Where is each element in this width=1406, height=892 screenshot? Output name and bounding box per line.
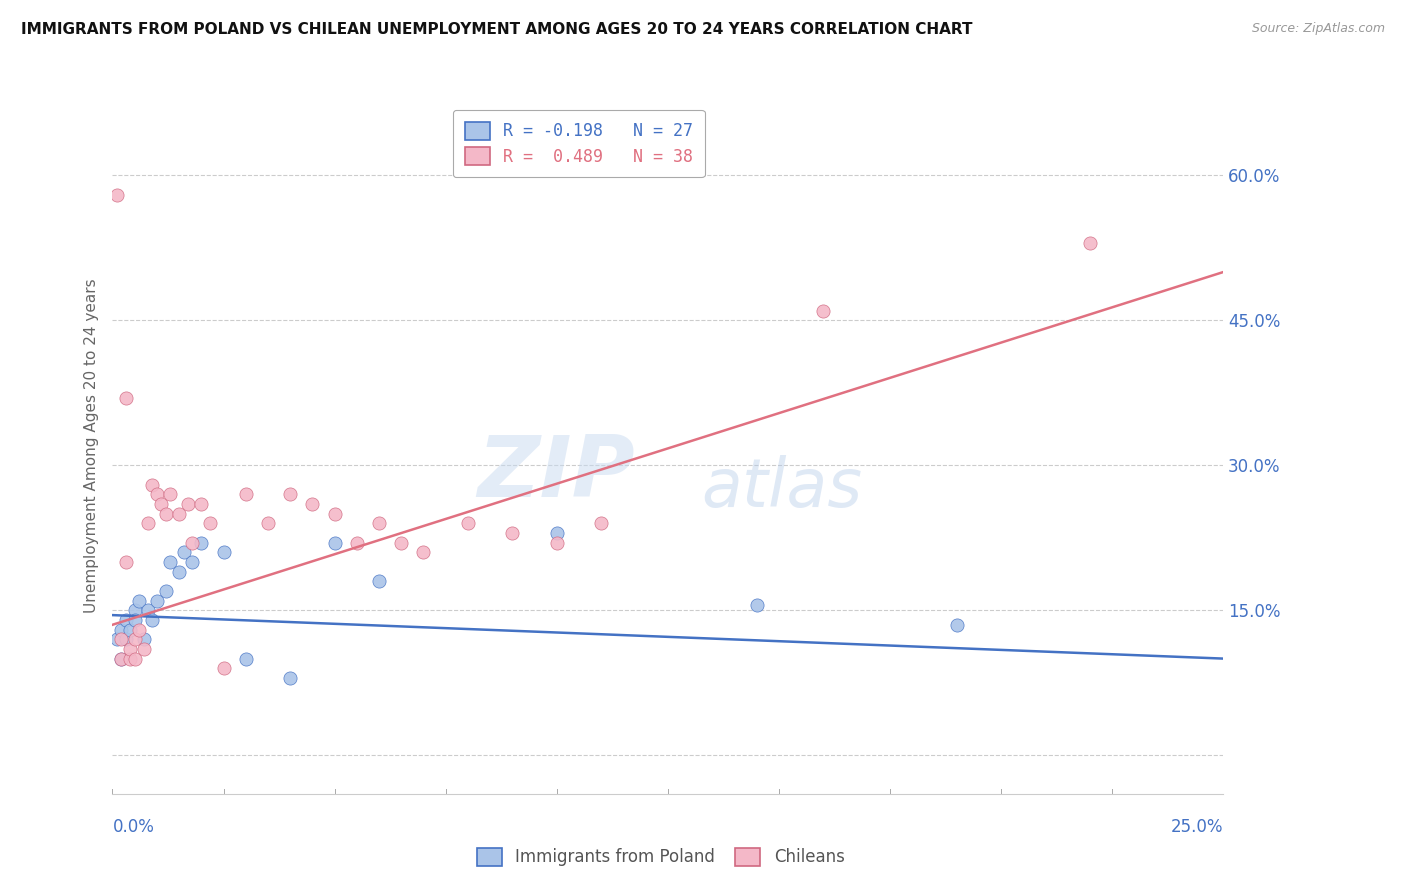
- Point: [257, 516, 280, 531]
- Point: [105, 632, 128, 647]
- Point: [150, 497, 173, 511]
- Point: [159, 487, 181, 501]
- Point: [190, 497, 212, 511]
- Legend: R = -0.198   N = 27, R =  0.489   N = 38: R = -0.198 N = 27, R = 0.489 N = 38: [453, 110, 704, 178]
- Point: [155, 584, 177, 599]
- Point: [114, 613, 136, 627]
- Point: [141, 477, 163, 491]
- Point: [167, 565, 190, 579]
- Point: [368, 516, 391, 531]
- Point: [167, 507, 190, 521]
- Point: [105, 187, 128, 202]
- Point: [181, 555, 204, 569]
- Point: [110, 651, 132, 665]
- Point: [278, 671, 301, 685]
- Point: [412, 545, 434, 559]
- Point: [110, 651, 132, 665]
- Point: [173, 545, 195, 559]
- Point: [235, 487, 257, 501]
- Text: Source: ZipAtlas.com: Source: ZipAtlas.com: [1251, 22, 1385, 36]
- Point: [368, 574, 391, 589]
- Legend: Immigrants from Poland, Chileans: Immigrants from Poland, Chileans: [468, 839, 853, 875]
- Point: [120, 642, 142, 657]
- Point: [146, 487, 169, 501]
- Point: [146, 593, 169, 607]
- Text: atlas: atlas: [702, 455, 862, 521]
- Point: [235, 651, 257, 665]
- Point: [110, 623, 132, 637]
- Point: [323, 535, 346, 549]
- Point: [124, 613, 146, 627]
- Point: [278, 487, 301, 501]
- Y-axis label: Unemployment Among Ages 20 to 24 years: Unemployment Among Ages 20 to 24 years: [83, 278, 98, 614]
- Point: [155, 507, 177, 521]
- Point: [128, 593, 150, 607]
- Point: [457, 516, 479, 531]
- Point: [745, 599, 768, 613]
- Point: [114, 555, 136, 569]
- Point: [190, 535, 212, 549]
- Point: [177, 497, 200, 511]
- Point: [591, 516, 613, 531]
- Point: [141, 613, 163, 627]
- Point: [136, 603, 159, 617]
- Point: [132, 642, 155, 657]
- Point: [346, 535, 368, 549]
- Point: [124, 651, 146, 665]
- Point: [1078, 236, 1101, 251]
- Point: [212, 545, 235, 559]
- Text: IMMIGRANTS FROM POLAND VS CHILEAN UNEMPLOYMENT AMONG AGES 20 TO 24 YEARS CORRELA: IMMIGRANTS FROM POLAND VS CHILEAN UNEMPL…: [21, 22, 973, 37]
- Point: [136, 516, 159, 531]
- Point: [110, 632, 132, 647]
- Point: [124, 603, 146, 617]
- Point: [813, 303, 835, 318]
- Point: [114, 391, 136, 405]
- Point: [159, 555, 181, 569]
- Point: [546, 526, 568, 541]
- Text: 0.0%: 0.0%: [112, 818, 155, 836]
- Point: [120, 651, 142, 665]
- Point: [212, 661, 235, 675]
- Point: [200, 516, 222, 531]
- Point: [120, 623, 142, 637]
- Point: [301, 497, 323, 511]
- Point: [323, 507, 346, 521]
- Point: [132, 632, 155, 647]
- Point: [181, 535, 204, 549]
- Point: [546, 535, 568, 549]
- Point: [124, 632, 146, 647]
- Text: ZIP: ZIP: [477, 433, 634, 516]
- Point: [501, 526, 523, 541]
- Text: 25.0%: 25.0%: [1171, 818, 1223, 836]
- Point: [389, 535, 412, 549]
- Point: [945, 617, 967, 632]
- Point: [114, 632, 136, 647]
- Point: [128, 623, 150, 637]
